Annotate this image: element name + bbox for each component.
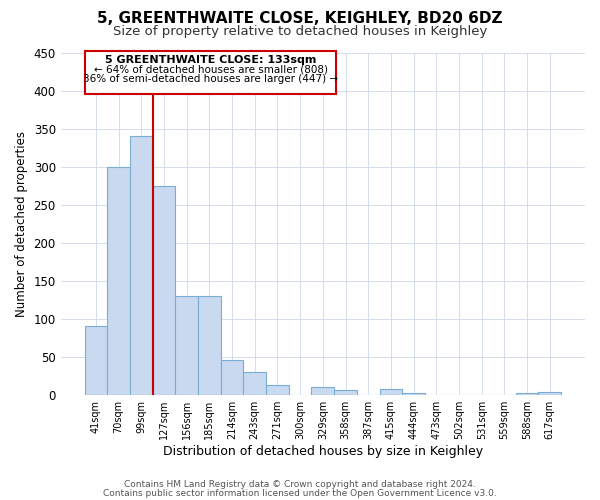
Bar bbox=[334, 390, 357, 394]
Bar bbox=[175, 296, 198, 394]
Bar bbox=[402, 393, 425, 394]
Bar bbox=[244, 372, 266, 394]
Text: Size of property relative to detached houses in Keighley: Size of property relative to detached ho… bbox=[113, 25, 487, 38]
Text: 36% of semi-detached houses are larger (447) →: 36% of semi-detached houses are larger (… bbox=[83, 74, 338, 84]
Text: Contains HM Land Registry data © Crown copyright and database right 2024.: Contains HM Land Registry data © Crown c… bbox=[124, 480, 476, 489]
Bar bbox=[538, 392, 561, 394]
Bar bbox=[221, 360, 244, 394]
Text: Contains public sector information licensed under the Open Government Licence v3: Contains public sector information licen… bbox=[103, 488, 497, 498]
Bar bbox=[130, 136, 152, 394]
Bar bbox=[85, 326, 107, 394]
FancyBboxPatch shape bbox=[85, 51, 337, 94]
Y-axis label: Number of detached properties: Number of detached properties bbox=[15, 130, 28, 316]
Bar bbox=[152, 186, 175, 394]
Text: 5 GREENTHWAITE CLOSE: 133sqm: 5 GREENTHWAITE CLOSE: 133sqm bbox=[105, 55, 316, 65]
Bar bbox=[516, 393, 538, 394]
Bar bbox=[266, 385, 289, 394]
Bar bbox=[380, 390, 402, 394]
Bar bbox=[107, 166, 130, 394]
Bar bbox=[198, 296, 221, 394]
Text: 5, GREENTHWAITE CLOSE, KEIGHLEY, BD20 6DZ: 5, GREENTHWAITE CLOSE, KEIGHLEY, BD20 6D… bbox=[97, 11, 503, 26]
X-axis label: Distribution of detached houses by size in Keighley: Distribution of detached houses by size … bbox=[163, 444, 483, 458]
Text: ← 64% of detached houses are smaller (808): ← 64% of detached houses are smaller (80… bbox=[94, 64, 328, 74]
Bar bbox=[311, 387, 334, 394]
